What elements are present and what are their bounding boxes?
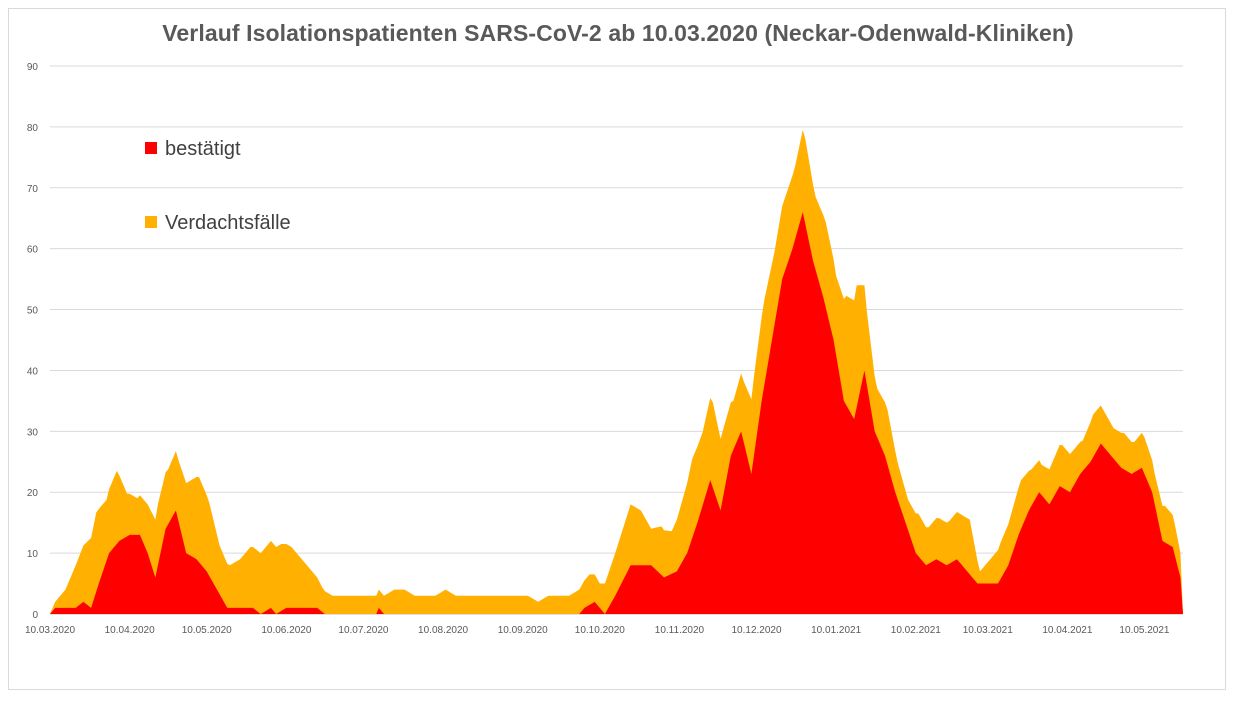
x-tick-label: 10.06.2020 <box>261 625 311 636</box>
legend-label: Verdachtsfälle <box>165 212 291 234</box>
y-tick-label: 90 <box>27 62 39 73</box>
x-tick-label: 10.11.2020 <box>655 625 705 636</box>
x-tick-label: 10.02.2021 <box>891 625 941 636</box>
y-tick-label: 40 <box>27 366 39 377</box>
y-tick-label: 70 <box>27 184 39 195</box>
x-tick-label: 10.03.2020 <box>25 625 75 636</box>
x-tick-label: 10.05.2020 <box>182 625 232 636</box>
y-axis-ticks: 0 10 20 30 40 50 60 70 80 90 <box>27 62 39 621</box>
chart-title: Verlauf Isolationspatienten SARS-CoV-2 a… <box>162 20 1074 46</box>
plot-areas <box>50 129 1183 614</box>
x-tick-label: 10.09.2020 <box>498 625 548 636</box>
x-tick-label: 10.03.2021 <box>963 625 1013 636</box>
chart-frame <box>8 8 1226 690</box>
legend-swatch <box>145 216 157 228</box>
y-tick-label: 10 <box>27 549 39 560</box>
legend: bestätigt Verdachtsfälle <box>145 138 291 234</box>
x-tick-label: 10.01.2021 <box>811 625 861 636</box>
y-tick-label: 80 <box>27 123 39 134</box>
x-axis-ticks: 10.03.2020 10.04.2020 10.05.2020 10.06.2020… <box>25 625 1170 636</box>
series-area-bestaetigt <box>50 212 1183 614</box>
legend-swatch <box>145 142 157 154</box>
series-area-verdachtsfaelle <box>50 129 1183 614</box>
y-tick-label: 0 <box>32 610 38 621</box>
x-tick-label: 10.08.2020 <box>418 625 468 636</box>
x-tick-label: 10.07.2020 <box>338 625 388 636</box>
x-tick-label: 10.05.2021 <box>1119 625 1169 636</box>
x-tick-label: 10.04.2021 <box>1042 625 1092 636</box>
x-tick-label: 10.10.2020 <box>575 625 625 636</box>
x-tick-label: 10.04.2020 <box>105 625 155 636</box>
y-tick-label: 50 <box>27 306 39 317</box>
y-tick-label: 30 <box>27 427 39 438</box>
y-tick-label: 20 <box>27 488 39 499</box>
x-tick-label: 10.12.2020 <box>731 625 781 636</box>
y-tick-label: 60 <box>27 245 39 256</box>
legend-label: bestätigt <box>165 138 241 160</box>
